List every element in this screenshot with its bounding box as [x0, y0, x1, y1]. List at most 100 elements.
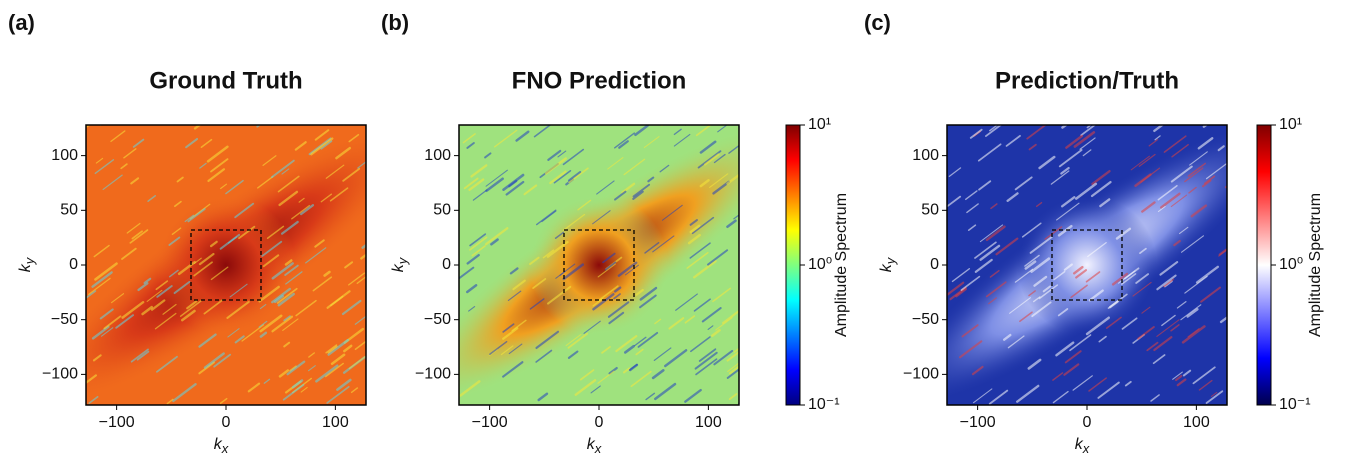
- heatmap-streak: [348, 355, 366, 370]
- heatmap-streak: [325, 344, 338, 354]
- heatmap-streak: [707, 249, 729, 266]
- heatmap-streak: [1073, 131, 1096, 148]
- heatmap-streak: [137, 282, 149, 292]
- heatmap-streak: [1024, 260, 1037, 270]
- y-axis-label: ky: [878, 256, 898, 272]
- heatmap-streak: [590, 385, 601, 394]
- heatmap-streak: [1137, 325, 1155, 340]
- y-tick-label: −50: [424, 311, 451, 328]
- heatmap-streak: [1200, 286, 1222, 303]
- heatmap-streak: [1057, 224, 1073, 237]
- heatmap-streak: [210, 158, 229, 173]
- heatmap-streak: [1187, 162, 1207, 177]
- heatmap-streak: [141, 305, 153, 316]
- heatmap-streak: [985, 281, 1007, 298]
- heatmap-streak: [198, 252, 215, 266]
- heatmap-streak: [709, 173, 729, 188]
- heatmap-streak: [579, 369, 595, 381]
- heatmap-streak: [529, 256, 540, 266]
- heatmap-streak: [348, 272, 366, 286]
- heatmap-streak: [529, 298, 545, 310]
- heatmap-streak: [690, 336, 711, 353]
- heatmap-streak: [227, 328, 240, 338]
- heatmap-streak: [979, 224, 1004, 243]
- heatmap-streak: [722, 309, 739, 325]
- y-tick-label: 0: [69, 256, 78, 273]
- heatmap-streak: [1182, 369, 1192, 377]
- heatmap-streak: [1085, 271, 1101, 283]
- heatmap-streak: [471, 245, 486, 257]
- heatmap-streak: [726, 350, 739, 362]
- heatmap-streak: [607, 301, 630, 318]
- heatmap-streak: [645, 392, 656, 401]
- heatmap-streak: [354, 340, 366, 351]
- heatmap-streak: [1176, 301, 1187, 309]
- heatmap-streak: [86, 374, 97, 384]
- heatmap-streak: [234, 202, 255, 219]
- heatmap-streak: [219, 397, 228, 405]
- heatmap-streak: [156, 285, 173, 298]
- heatmap-streak: [1005, 134, 1021, 147]
- heatmap-streak: [327, 345, 338, 354]
- colorbar: [1256, 124, 1272, 406]
- y-tick-label: 50: [433, 202, 451, 219]
- heatmap-streak: [162, 303, 177, 315]
- x-tick-label: 100: [695, 414, 722, 431]
- heatmap-streak: [960, 275, 981, 291]
- heatmap-streak: [200, 138, 213, 148]
- heatmap-streak: [123, 148, 137, 159]
- colorbar-label: Amplitude Spectrum: [1307, 193, 1324, 337]
- heatmap-streak: [727, 362, 739, 373]
- heatmap-streak: [176, 176, 184, 183]
- heatmap-streak: [613, 286, 622, 293]
- heatmap-streak: [1170, 165, 1193, 183]
- heatmap-streak: [257, 176, 274, 189]
- heatmap-streak: [1121, 317, 1138, 330]
- heatmap-streak: [592, 298, 604, 307]
- heatmap-streak: [1171, 143, 1189, 158]
- heatmap-streak: [1205, 390, 1224, 404]
- heatmap-streak: [462, 133, 476, 144]
- y-axis-label-sub: y: [883, 256, 898, 265]
- heatmap-streak: [632, 183, 651, 198]
- heatmap-streak: [602, 252, 616, 264]
- heatmap-streak: [1070, 284, 1088, 299]
- heatmap-streak: [494, 129, 518, 148]
- heatmap-streak: [947, 195, 962, 207]
- y-tick-label: 100: [912, 147, 939, 164]
- heatmap-streak: [707, 325, 714, 330]
- heatmap-streak: [523, 184, 538, 196]
- heatmap-streak: [1091, 169, 1111, 186]
- heatmap-streak: [684, 388, 702, 403]
- y-axis-label-main: k: [17, 263, 34, 272]
- heatmap-streak: [995, 237, 1019, 256]
- heatmap-streak: [168, 236, 181, 246]
- heatmap-streak: [1058, 149, 1083, 168]
- heatmap-streak: [697, 150, 722, 169]
- heatmap-streak: [644, 241, 660, 254]
- heatmap-streak: [1042, 285, 1052, 293]
- heatmap-streak: [1056, 202, 1080, 221]
- heatmap-streak: [1028, 290, 1036, 297]
- heatmap-streak: [541, 210, 557, 223]
- heatmap-streak: [465, 284, 478, 294]
- heatmap-streak: [535, 209, 557, 226]
- heatmap-streak: [271, 287, 292, 304]
- heatmap-streak: [131, 230, 143, 240]
- heatmap-streak: [711, 329, 721, 337]
- heatmap-streak: [198, 333, 217, 348]
- heatmap-streak: [733, 214, 739, 220]
- heatmap-streak: [1027, 358, 1042, 370]
- heatmap-streak: [1014, 176, 1033, 191]
- heatmap-streak: [717, 125, 728, 133]
- heatmap-streak: [262, 155, 277, 167]
- heatmap-streak: [1203, 175, 1216, 185]
- heatmap-streak: [1115, 227, 1132, 240]
- heatmap-streak: [635, 288, 644, 296]
- colorbar-tick-label: 10⁻¹: [808, 396, 840, 413]
- heatmap-streak: [959, 340, 983, 359]
- heatmap-streak: [502, 361, 524, 378]
- heatmap-core: [156, 195, 296, 335]
- x-axis-label-sub: x: [594, 441, 602, 456]
